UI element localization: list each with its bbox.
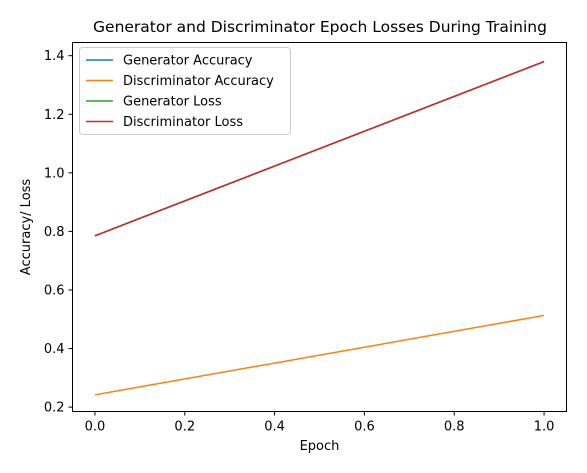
plot-marks (94, 60, 545, 396)
y-tick-label: 0.2 (44, 401, 65, 416)
y-tick-label: 0.8 (44, 225, 65, 240)
y-axis-label: Accuracy/ Loss (19, 179, 34, 276)
legend-label: Generator Loss (123, 95, 222, 110)
x-tick-label: 1.0 (534, 420, 555, 435)
y-tick-label: 1.0 (44, 166, 65, 181)
y-tick-label: 0.6 (44, 283, 65, 298)
y-axis-ticks: 0.2 0.4 0.6 0.8 1.0 1.2 1.4 (44, 49, 73, 416)
legend-label: Generator Accuracy (123, 54, 253, 69)
chart-title: Generator and Discriminator Epoch Losses… (93, 18, 547, 36)
x-tick-label: 0.4 (264, 420, 285, 435)
legend: Generator Accuracy Discriminator Accuracy… (79, 47, 291, 135)
x-tick-label: 0.8 (444, 420, 465, 435)
legend-label: Discriminator Accuracy (123, 74, 274, 89)
y-tick-label: 1.4 (44, 49, 65, 64)
x-axis-ticks: 0.0 0.2 0.4 0.6 0.8 1.0 (85, 411, 555, 435)
series-line-2 (94, 314, 545, 396)
y-tick-label: 1.2 (44, 108, 65, 123)
x-tick-label: 0.0 (85, 420, 106, 435)
legend-box (79, 47, 291, 135)
legend-label: Discriminator Loss (123, 115, 243, 130)
x-axis-label: Epoch (300, 439, 340, 454)
y-tick-label: 0.4 (44, 342, 65, 357)
series-line-4 (94, 60, 545, 237)
x-tick-label: 0.6 (354, 420, 375, 435)
legend-entries: Generator Accuracy Discriminator Accuracy… (86, 54, 274, 130)
x-tick-label: 0.2 (174, 420, 195, 435)
plot-frame (72, 42, 567, 412)
